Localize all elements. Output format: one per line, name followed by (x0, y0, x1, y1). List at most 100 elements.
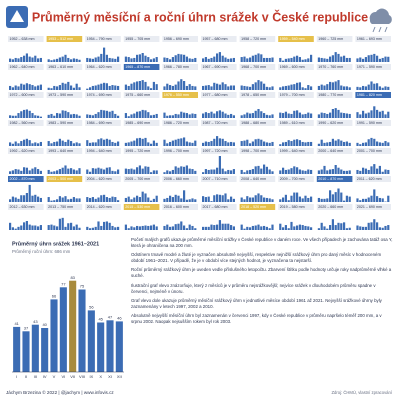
month-bar (20, 111, 23, 118)
month-bar (171, 226, 174, 230)
year-label: 2011 – 620 mm (357, 177, 382, 181)
month-bar (188, 199, 191, 202)
month-bar (216, 136, 219, 146)
month-bar (78, 115, 81, 118)
month-bar (155, 113, 158, 118)
month-bar (94, 198, 97, 202)
year-label-bg (355, 36, 391, 42)
month-bar (183, 54, 186, 62)
paragraph: Graf vlevo dole ukazuje průměrný měsíční… (131, 297, 382, 309)
month-bar (70, 141, 73, 146)
bar (50, 299, 58, 372)
month-bar (254, 225, 257, 230)
month-bar (94, 85, 97, 90)
month-bar (221, 223, 224, 230)
month-bar (28, 224, 31, 230)
month-bar (271, 199, 274, 202)
month-bar (72, 58, 75, 62)
month-bar (218, 110, 221, 118)
month-bar (254, 54, 257, 62)
month-bar (284, 111, 287, 118)
month-bar (56, 170, 59, 174)
month-bar (224, 113, 227, 118)
month-bar (293, 56, 296, 62)
month-bar (301, 141, 304, 146)
month-bar (163, 225, 166, 230)
month-bar (124, 224, 127, 230)
month-bar (378, 58, 381, 62)
month-bar (287, 140, 290, 146)
month-bar (224, 57, 227, 62)
footer-author: Jáchym Brzezina © 2022 | @jachym | www.i… (6, 390, 114, 395)
month-bar (11, 143, 14, 146)
month-bar (94, 168, 97, 174)
month-bar (9, 222, 12, 230)
month-bar (89, 228, 92, 230)
month-bar (221, 111, 224, 118)
month-bar (58, 57, 61, 62)
month-bar (210, 141, 213, 146)
month-bar (163, 86, 166, 90)
month-bar (257, 80, 260, 90)
month-bar (218, 84, 221, 90)
month-bar (185, 113, 188, 118)
month-bar (169, 141, 172, 146)
month-bar (28, 56, 31, 62)
month-bar (263, 141, 266, 146)
month-bar (202, 226, 205, 230)
month-bar (185, 228, 188, 230)
month-bar (384, 56, 387, 62)
month-bar (150, 225, 153, 230)
month-bar (213, 82, 216, 90)
bar (31, 324, 39, 372)
month-bar (260, 139, 263, 146)
bar (59, 287, 67, 372)
month-bar (224, 84, 227, 90)
month-bar (207, 226, 210, 230)
month-bar (86, 114, 89, 118)
year-label-bg (123, 120, 160, 126)
month-bar (39, 57, 42, 62)
month-bar (194, 113, 197, 118)
month-bar (28, 140, 31, 146)
month-bar (367, 112, 370, 118)
year-label-bg (46, 92, 83, 98)
month-bar (28, 110, 31, 118)
month-bar (152, 198, 155, 202)
month-bar (359, 114, 362, 118)
month-bar (284, 169, 287, 174)
month-bar (373, 53, 376, 62)
month-bar (86, 57, 89, 62)
month-bar (61, 82, 64, 90)
month-bar (334, 225, 337, 230)
month-bar (11, 196, 14, 202)
month-bar (177, 138, 180, 146)
year-label-bg (46, 148, 83, 154)
month-bar (376, 168, 379, 174)
year-label-bg (278, 92, 314, 98)
month-bar (89, 114, 92, 118)
month-bar (359, 226, 362, 230)
month-bar (232, 85, 235, 90)
month-bar (58, 218, 61, 230)
month-bar (105, 197, 108, 202)
month-bar (373, 164, 376, 174)
month-bar (37, 115, 40, 118)
year-label-bg (46, 176, 83, 182)
month-bar (320, 198, 323, 202)
rain-icon (372, 26, 376, 33)
month-bar (127, 142, 130, 146)
month-bar (177, 81, 180, 90)
month-bar (166, 115, 169, 118)
month-bar (97, 84, 100, 90)
text-block: Početí malých grafů ukazuje průměrné měs… (131, 237, 393, 328)
year-label: 1999 – 640 mm (280, 149, 305, 153)
month-bar (334, 52, 337, 62)
month-bar (14, 141, 17, 146)
month-bar (345, 86, 348, 90)
year-label: 2012 – 630 mm (10, 205, 35, 209)
month-bar (78, 168, 81, 174)
year-label-bg (123, 176, 160, 182)
year-label-bg (201, 176, 237, 182)
year-label: 2002 – 870 mm (10, 177, 35, 181)
